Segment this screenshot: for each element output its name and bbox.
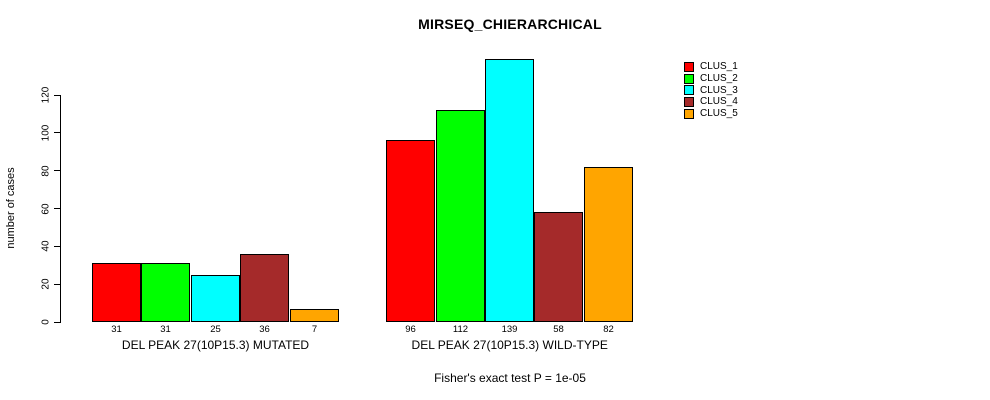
- bar-value-label: 82: [603, 324, 614, 335]
- bar-value-label: 112: [452, 324, 469, 335]
- legend-label: CLUS_5: [700, 108, 738, 120]
- y-tick-label: 20: [40, 278, 52, 290]
- bar-value-label: 31: [111, 324, 122, 335]
- y-tick-label: 0: [40, 319, 52, 325]
- y-tick-mark: [54, 170, 60, 172]
- bar-value-label: 31: [160, 324, 171, 335]
- y-tick-mark: [54, 245, 60, 247]
- bar-value-label: 58: [553, 324, 564, 335]
- legend: CLUS_1 CLUS_2 CLUS_3 CLUS_4 CLUS_5: [684, 61, 738, 119]
- y-tick-label: 120: [40, 86, 52, 104]
- bar-clus_1-group1: [92, 263, 141, 322]
- bar-clus_5-group1: [290, 309, 339, 322]
- bar-clus_1-group2: [386, 140, 435, 322]
- chart-title: MIRSEQ_CHIERARCHICAL: [418, 16, 602, 32]
- legend-label: CLUS_4: [700, 96, 738, 108]
- y-tick-label: 80: [40, 165, 52, 177]
- y-tick-mark: [54, 321, 60, 323]
- legend-swatch-icon: [684, 73, 694, 84]
- legend-item-clus_3: CLUS_3: [684, 84, 738, 96]
- y-tick-mark: [54, 94, 60, 96]
- bar-clus_2-group2: [436, 110, 485, 322]
- y-tick-label: 40: [40, 240, 52, 252]
- y-tick-mark: [54, 132, 60, 134]
- y-axis-title: number of cases: [5, 167, 17, 249]
- y-tick-mark: [54, 208, 60, 209]
- bar-clus_4-group1: [240, 254, 289, 322]
- bar-value-label: 25: [210, 324, 221, 335]
- legend-label: CLUS_3: [700, 84, 738, 96]
- legend-swatch-icon: [684, 108, 694, 119]
- legend-item-clus_5: CLUS_5: [684, 108, 738, 120]
- x-axis-group-label: DEL PEAK 27(10P15.3) WILD-TYPE: [411, 338, 608, 352]
- bar-value-label: 96: [405, 324, 416, 335]
- bar-clus_2-group1: [141, 263, 190, 322]
- legend-swatch-icon: [684, 61, 694, 72]
- annotation-text: Fisher's exact test P = 1e-05: [434, 371, 586, 385]
- y-axis-line: [60, 95, 61, 323]
- legend-swatch-icon: [684, 96, 694, 107]
- bar-value-label: 36: [259, 324, 270, 335]
- y-tick-label: 100: [40, 124, 52, 142]
- legend-item-clus_1: CLUS_1: [684, 61, 738, 73]
- bar-clus_3-group2: [485, 59, 534, 322]
- legend-label: CLUS_1: [700, 61, 738, 73]
- legend-item-clus_4: CLUS_4: [684, 96, 738, 108]
- legend-label: CLUS_2: [700, 73, 738, 85]
- bar-clus_3-group1: [191, 275, 240, 322]
- bar-value-label: 7: [311, 324, 318, 335]
- bar-clus_4-group2: [534, 212, 583, 322]
- legend-item-clus_2: CLUS_2: [684, 73, 738, 85]
- y-tick-mark: [54, 283, 60, 285]
- legend-swatch-icon: [684, 85, 694, 96]
- x-axis-group-label: DEL PEAK 27(10P15.3) MUTATED: [121, 338, 310, 352]
- bar-value-label: 139: [501, 324, 518, 335]
- y-tick-label: 60: [40, 202, 52, 215]
- bar-clus_5-group2: [584, 167, 633, 322]
